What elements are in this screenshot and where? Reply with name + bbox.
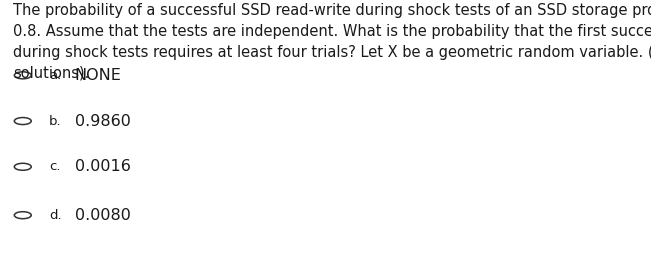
Text: b.: b.: [49, 115, 61, 128]
Text: d.: d.: [49, 209, 61, 222]
Text: a.: a.: [49, 69, 61, 82]
Text: 0.0080: 0.0080: [75, 208, 131, 223]
Text: 0.0016: 0.0016: [75, 159, 131, 174]
Text: The probability of a successful SSD read-write during shock tests of an SSD stor: The probability of a successful SSD read…: [13, 3, 651, 81]
Text: NONE: NONE: [75, 68, 122, 83]
Text: 0.9860: 0.9860: [75, 114, 131, 129]
Text: c.: c.: [49, 160, 61, 173]
